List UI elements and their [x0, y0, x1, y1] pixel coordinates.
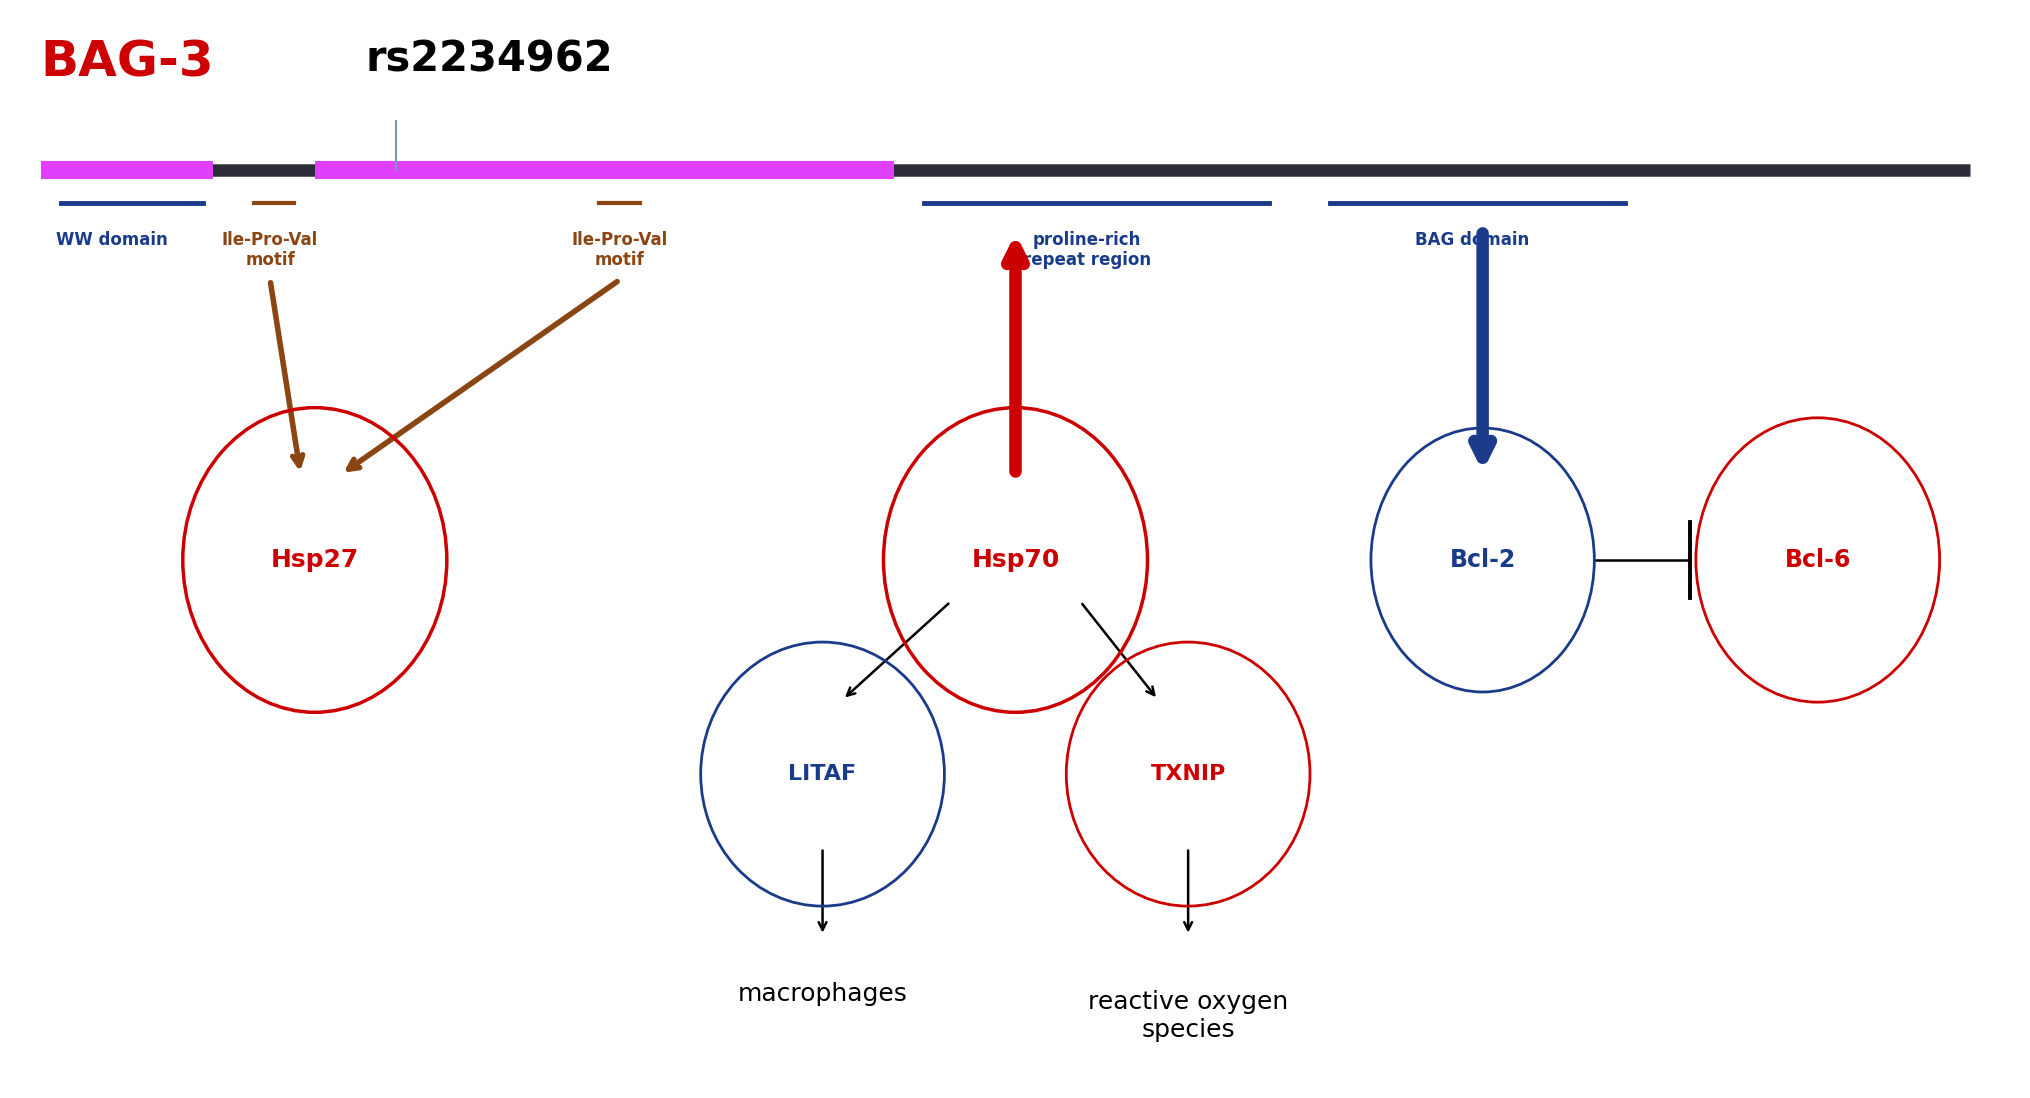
Text: Ile-Pro-Val
motif: Ile-Pro-Val motif [221, 231, 319, 269]
Text: WW domain: WW domain [55, 231, 168, 248]
Text: Hsp70: Hsp70 [970, 548, 1060, 572]
Text: Bcl-2: Bcl-2 [1449, 548, 1514, 572]
Text: BAG-3: BAG-3 [41, 38, 213, 87]
Text: Ile-Pro-Val
motif: Ile-Pro-Val motif [570, 231, 668, 269]
Text: BAG domain: BAG domain [1415, 231, 1529, 248]
Text: LITAF: LITAF [788, 764, 857, 784]
Text: Hsp27: Hsp27 [270, 548, 359, 572]
Text: proline-rich
repeat region: proline-rich repeat region [1021, 231, 1151, 269]
Text: Bcl-6: Bcl-6 [1784, 548, 1849, 572]
Text: rs2234962: rs2234962 [365, 38, 613, 80]
Text: reactive oxygen
species: reactive oxygen species [1088, 989, 1287, 1042]
Text: TXNIP: TXNIP [1149, 764, 1226, 784]
Text: macrophages: macrophages [737, 982, 907, 1006]
